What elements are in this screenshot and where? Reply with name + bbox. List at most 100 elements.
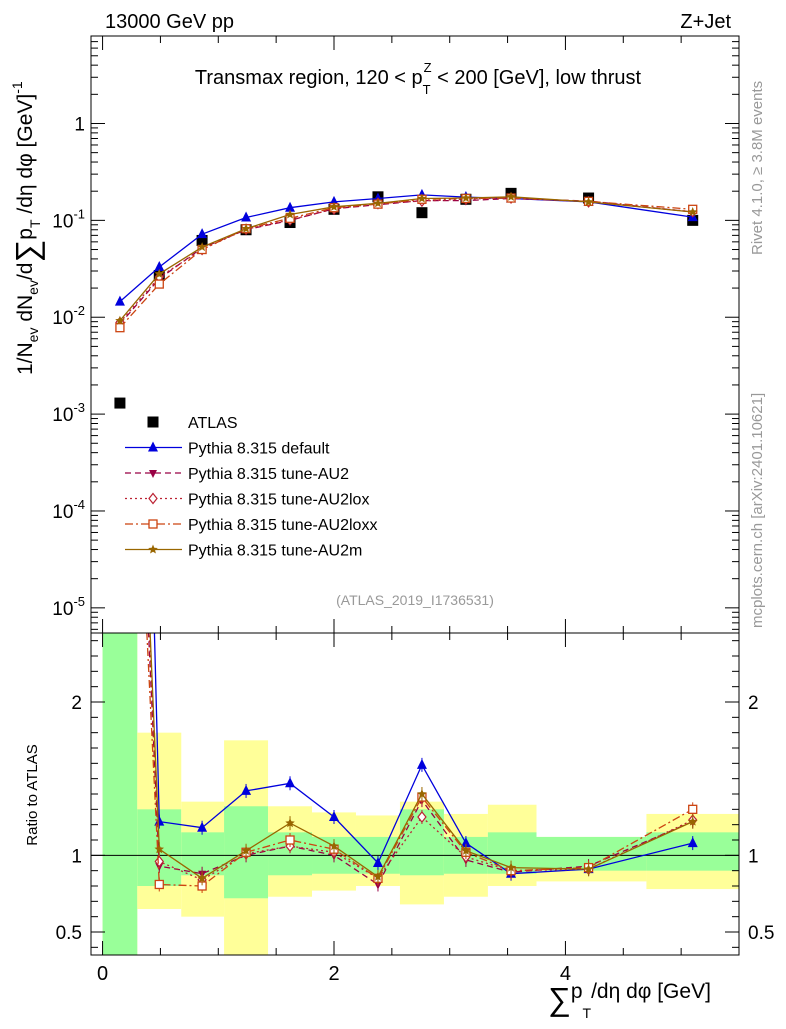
- ratio-point-default: [241, 784, 252, 795]
- point-atlas: [416, 207, 428, 219]
- point-atlas: [114, 397, 126, 409]
- point-au2m: [329, 201, 339, 211]
- tick-base: 10: [52, 502, 73, 523]
- point-default: [285, 201, 296, 212]
- ratio-point-au2m: [329, 841, 339, 851]
- point-default: [241, 211, 252, 222]
- ylabel-sum: ∑: [9, 240, 45, 263]
- ylabel-c: /d: [14, 263, 37, 281]
- ratio-point-au2lox: [417, 811, 427, 823]
- ratio-line-au2loxx: [146, 633, 694, 887]
- series-line-au2loxx: [119, 197, 693, 329]
- ratio-ytick-label-right: 2: [748, 693, 759, 714]
- legend-marker-default: [148, 441, 158, 452]
- process-label: Z+Jet: [680, 11, 731, 33]
- mcplots-credit: mcplots.cern.ch [arXiv:2401.10621]: [749, 393, 766, 628]
- ratio-line-au2lox: [148, 633, 693, 881]
- ratio-point-au2m: [373, 871, 383, 881]
- title-sup: Z: [424, 60, 432, 75]
- point-atlas: [196, 234, 208, 246]
- ylabel-a: 1/N: [14, 342, 37, 375]
- ratio-point-au2loxx: [116, 85, 124, 93]
- series-line-au2m: [119, 196, 693, 322]
- band-inner-bin: [102, 633, 138, 955]
- title-pre: Transmax region, 120 < p: [195, 67, 423, 89]
- point-default: [114, 295, 125, 306]
- ratio-point-au2m: [285, 818, 295, 828]
- tick-exponent: -1: [73, 206, 85, 221]
- main-ylabel: 1/Nev dNev/d∑pT /dη dφ [GeV]-1: [9, 81, 45, 375]
- point-au2m: [373, 198, 383, 208]
- ylabel-d-sub: T: [27, 219, 43, 228]
- ratio-line-default: [153, 633, 693, 875]
- ylabel-b: dN: [14, 295, 37, 328]
- ratio-point-au2m: [506, 862, 516, 872]
- legend-marker-au2loxx: [148, 519, 158, 529]
- point-au2loxx: [154, 279, 164, 289]
- legend-marker-au2: [149, 470, 157, 478]
- tick-exponent: -4: [73, 497, 85, 512]
- ratio-point-au2m: [197, 873, 207, 883]
- axes-layer: 10-510-410-310-210-110.5 0.51 12 20 2 4: [52, 35, 774, 985]
- rivet-version: Rivet 4.1.0, ≥ 3.8M events: [749, 81, 766, 255]
- tick-base: 10: [52, 211, 73, 232]
- main-ytick-label: 10-5: [52, 594, 85, 620]
- legend-marker-au2lox: [148, 492, 158, 505]
- ratio-point-default: [197, 821, 208, 832]
- ratio-ylabel: Ratio to ATLAS: [24, 744, 41, 845]
- ratio-point-default: [285, 777, 296, 788]
- title-sub: T: [423, 82, 431, 97]
- main-ytick-label: 10-2: [52, 303, 85, 329]
- ratio-point-default: [329, 811, 339, 821]
- ylabel-d: p: [14, 228, 37, 240]
- plot-title: Transmax region, 120 < pTZ < 200 [GeV], …: [195, 60, 642, 97]
- xtick-label: 0: [97, 963, 108, 985]
- ratio-ytick-label-right: 1: [748, 846, 759, 867]
- ratio-point-au2loxx: [154, 879, 164, 890]
- xaxis-label: ∑pT/dη dφ [GeV]: [548, 980, 711, 1021]
- tick-exponent: -5: [73, 594, 85, 609]
- ratio-frame: [90, 632, 740, 956]
- xlabel-rest: /dη dφ [GeV]: [591, 980, 711, 1003]
- series-line-au2lox: [119, 197, 693, 324]
- legend-marker-atlas: [147, 416, 159, 428]
- tick-base: 10: [52, 308, 73, 329]
- ratio-ytick-label: 0.5: [56, 923, 82, 944]
- legend-label-default: Pythia 8.315 default: [188, 441, 330, 458]
- tick-base: 10: [52, 405, 73, 426]
- ratio-line-au2m: [149, 633, 693, 880]
- collision-label: 13000 GeV pp: [105, 11, 234, 33]
- ratio-point-au2loxx: [285, 835, 295, 845]
- point-au2m: [115, 315, 125, 325]
- ratio-line-au2: [147, 633, 693, 886]
- xtick-label: 2: [328, 963, 339, 985]
- series-line-au2: [119, 197, 693, 325]
- ratio-series-layer: [116, 85, 698, 893]
- point-au2m: [461, 193, 471, 203]
- xtick-label: 4: [560, 963, 571, 985]
- point-au2loxx: [115, 323, 125, 333]
- point-au2m: [197, 242, 207, 252]
- ratio-point-au2m: [583, 864, 594, 874]
- ylabel-b-sub: ev: [25, 280, 41, 295]
- main-series-layer: [114, 187, 699, 409]
- ylabel-e-sup: -1: [9, 81, 25, 94]
- ylabel-a-sub: ev: [25, 328, 41, 343]
- tick-exponent: -3: [73, 400, 85, 415]
- point-au2m: [688, 207, 698, 216]
- ratio-point-au2: [373, 881, 382, 890]
- title-post: < 200 [GeV], low thrust: [432, 67, 642, 89]
- legend-label-atlas: ATLAS: [188, 415, 238, 432]
- point-au2m: [583, 196, 594, 206]
- legend-label-au2loxx: Pythia 8.315 tune-AU2loxx: [188, 517, 377, 534]
- ylabel-e: /dη dφ [GeV]: [14, 94, 37, 220]
- ratio-ytick-label-right: 0.5: [748, 923, 774, 944]
- ratio-point-default: [416, 758, 427, 769]
- main-ytick-label: 10-3: [52, 400, 85, 426]
- ratio-point-default: [372, 857, 383, 867]
- point-au2m: [417, 193, 427, 203]
- xlabel-p: p: [571, 980, 583, 1003]
- legend-marker-au2m: [148, 544, 158, 554]
- ratio-point-default: [687, 837, 698, 848]
- main-ytick-label: 10-4: [52, 497, 85, 523]
